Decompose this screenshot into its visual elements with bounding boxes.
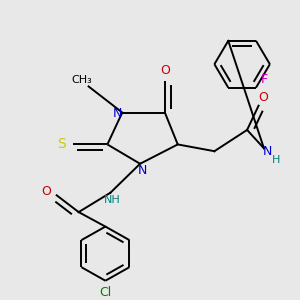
Text: S: S <box>57 137 66 152</box>
Text: O: O <box>41 185 51 198</box>
Text: O: O <box>160 64 170 77</box>
Text: NH: NH <box>104 196 121 206</box>
Text: Cl: Cl <box>99 286 112 299</box>
Text: N: N <box>263 145 273 158</box>
Text: O: O <box>258 91 268 103</box>
Text: F: F <box>260 74 268 86</box>
Text: N: N <box>112 107 122 120</box>
Text: CH₃: CH₃ <box>71 75 92 85</box>
Text: N: N <box>137 164 147 177</box>
Text: H: H <box>272 155 280 165</box>
